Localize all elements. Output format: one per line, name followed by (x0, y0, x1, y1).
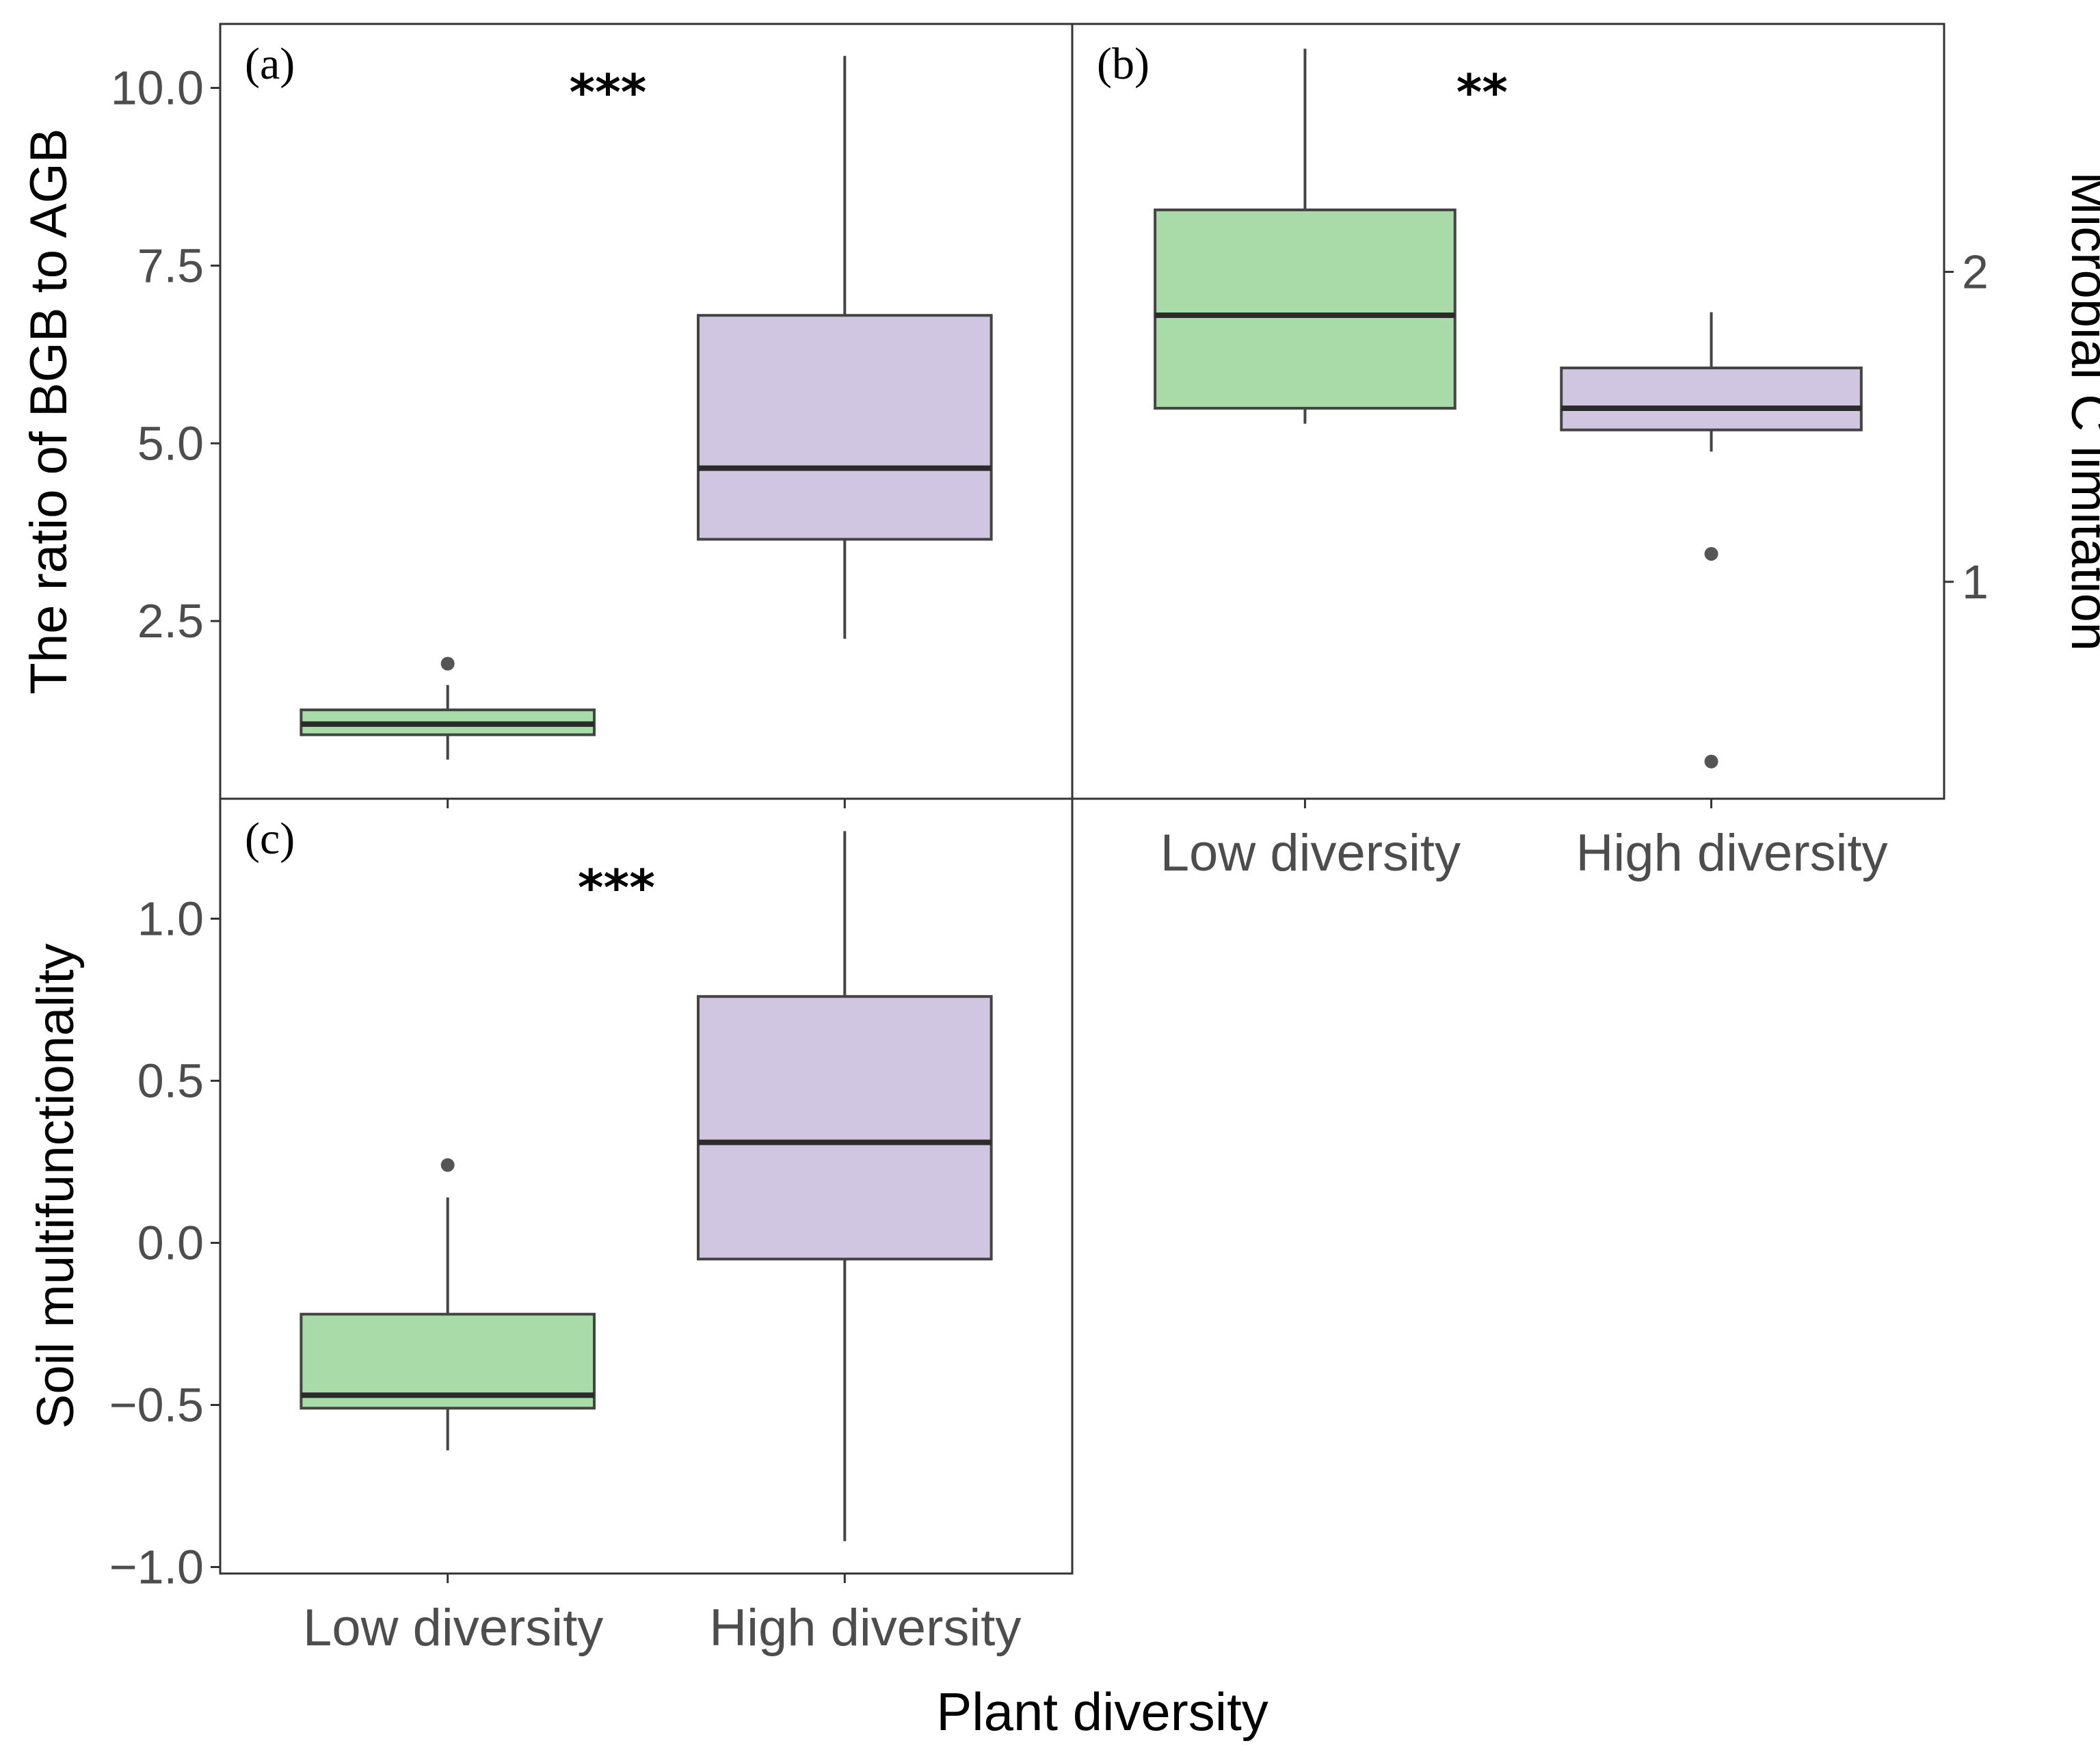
box-high-diversity (1560, 312, 1863, 769)
panel-c: −1.0 −0.5 0.0 0.5 1.0 Soil multifunctionality… (27, 797, 1074, 1657)
panel-frame (1071, 23, 1945, 800)
box-iqr (697, 995, 993, 1261)
outlier-point (1704, 546, 1718, 561)
panel-frame (219, 797, 1074, 1575)
y-tick-label: 7.5 (137, 239, 204, 292)
panel-tag: (a) (245, 39, 295, 89)
box-low-diversity (300, 656, 596, 760)
box-iqr (697, 314, 993, 541)
panel-a: 2.5 5.0 7.5 10.0 The ratio of BGB to AGB (a) *… (20, 23, 1074, 808)
box-high-diversity (697, 55, 993, 639)
y-tick-label: 1.0 (137, 892, 204, 945)
y-tick-label: 2.5 (137, 594, 204, 648)
panel-b: 1 2 Microbial C limitation Low diversity Hig… (1071, 23, 2100, 882)
y-tick-label: 0.5 (137, 1054, 204, 1107)
y-tick-label: 2 (1962, 245, 1989, 299)
x-tick-label: High diversity (1576, 824, 1887, 882)
y-axis-title: Soil multifunctionality (27, 944, 85, 1429)
box-high-diversity (697, 831, 993, 1541)
panel-tag: (c) (245, 814, 295, 864)
y-tick-label: −0.5 (109, 1378, 204, 1431)
panel-tag: (b) (1097, 39, 1149, 89)
y-tick-label: 10.0 (111, 62, 204, 115)
y-tick-label: 5.0 (137, 416, 204, 470)
box-iqr (1560, 367, 1863, 432)
x-axis-title: Plant diversity (936, 1682, 1268, 1742)
significance-stars: *** (569, 64, 646, 121)
outlier-point (1704, 754, 1718, 769)
y-axis-title: Microbial C limitation (2060, 172, 2100, 651)
outlier-point (440, 656, 455, 671)
x-tick-label: Low diversity (303, 1599, 603, 1657)
y-tick-label: 0.0 (137, 1216, 204, 1269)
box-low-diversity (300, 1158, 596, 1450)
box-low-diversity (1154, 49, 1457, 424)
outlier-point (440, 1158, 455, 1172)
x-tick-label: High diversity (709, 1599, 1021, 1657)
significance-stars: ** (1457, 64, 1508, 121)
y-tick-label: −1.0 (109, 1541, 204, 1594)
box-iqr (1154, 208, 1457, 410)
x-tick-label: Low diversity (1160, 824, 1461, 882)
y-axis-title: The ratio of BGB to AGB (20, 129, 78, 695)
y-tick-label: 1 (1962, 555, 1989, 609)
significance-stars: *** (578, 859, 655, 916)
